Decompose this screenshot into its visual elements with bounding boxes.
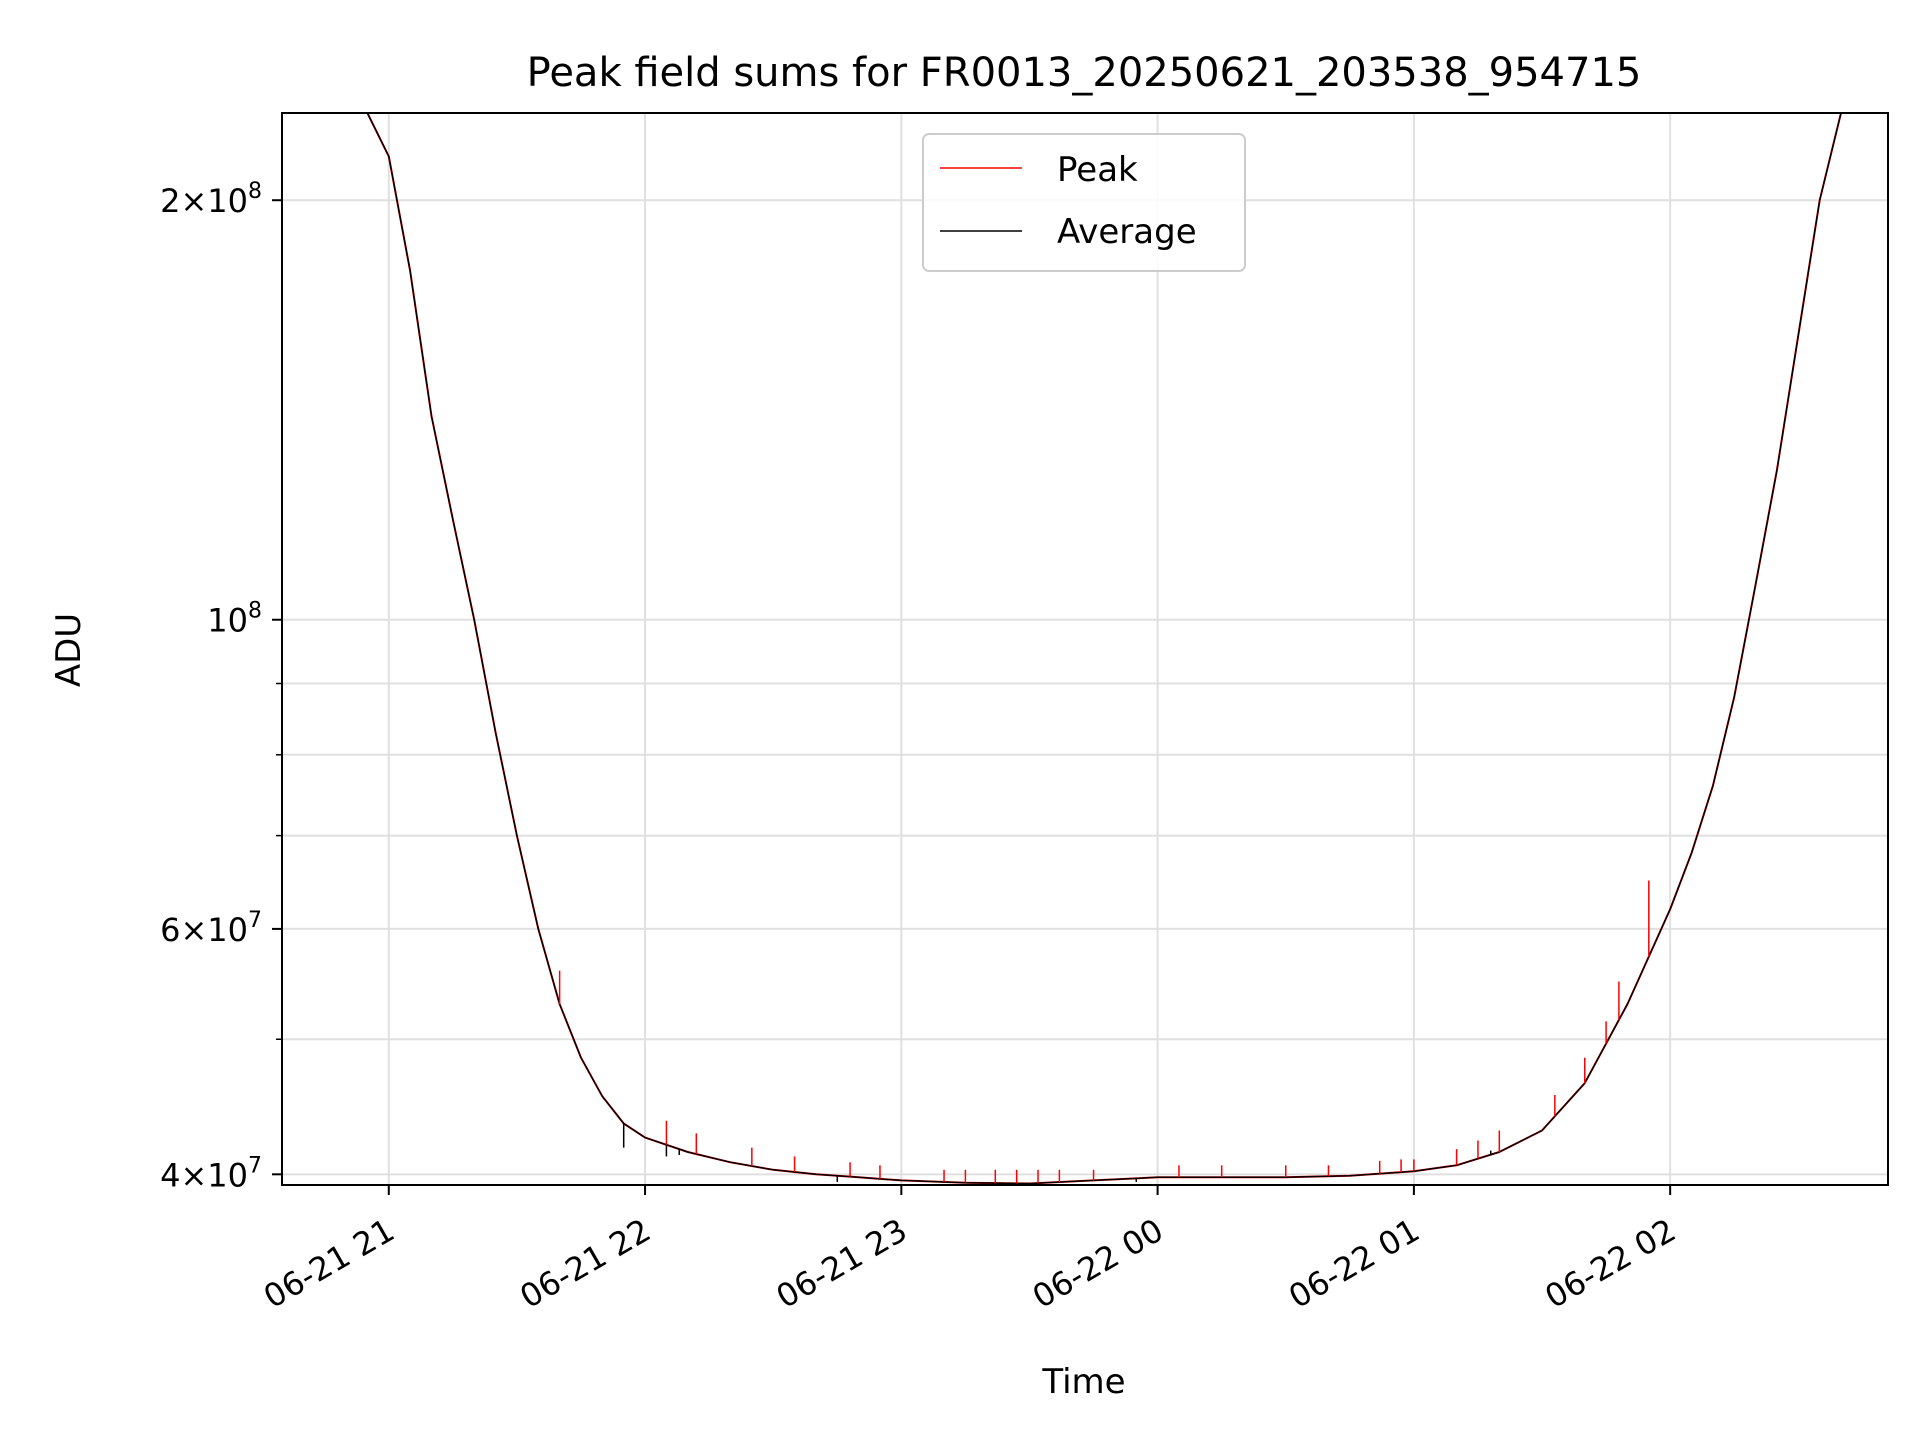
series-line-average [282,112,1888,1185]
y-tick-label: 6×107 [160,908,262,949]
legend-label-peak: Peak [1057,150,1138,190]
y-axis: 4×107 6×107 108 2×108 [160,179,282,1194]
y-tick-label: 4×107 [160,1153,262,1194]
y-tick-label: 108 [207,599,262,640]
legend: Peak Average [922,133,1246,272]
y-axis-label: ADU [49,613,89,687]
chart-title: Peak field sums for FR0013_20250621_2035… [527,50,1642,96]
y-tick-label: 2×108 [160,179,262,220]
plot-frame [281,112,1889,1186]
legend-label-average: Average [1057,212,1197,252]
series-layer [282,112,1888,1185]
x-axis-label: Time [1041,1362,1125,1402]
